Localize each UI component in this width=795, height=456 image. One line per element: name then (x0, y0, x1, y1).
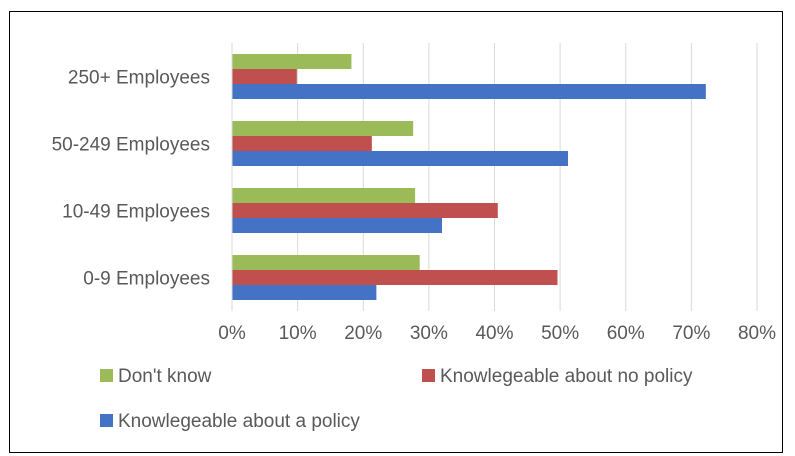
x-tick-label: 0% (218, 323, 246, 344)
category-label: 250+ Employees (68, 68, 210, 89)
category-label: 10-49 Employees (62, 202, 210, 223)
bar (232, 69, 297, 84)
bar (232, 203, 498, 218)
bar (232, 218, 442, 233)
bar (232, 270, 558, 285)
x-tick-label: 30% (410, 323, 448, 344)
legend-swatch (100, 369, 113, 382)
category-label: 0-9 Employees (83, 269, 210, 290)
legend-swatch (100, 414, 113, 427)
bar (232, 151, 568, 166)
legend-label: Knowlegeable about a policy (118, 411, 360, 432)
category-label: 50-249 Employees (52, 135, 210, 156)
legend-label: Don't know (118, 366, 212, 387)
x-tick-label: 50% (541, 323, 579, 344)
x-tick-label: 70% (672, 323, 710, 344)
bar (232, 54, 352, 69)
x-tick-label: 60% (607, 323, 645, 344)
x-tick-label: 40% (475, 323, 513, 344)
bar (232, 285, 377, 300)
bar (232, 121, 414, 136)
bar (232, 188, 416, 203)
x-tick-label: 80% (738, 323, 776, 344)
legend-label: Knowlegeable about no policy (440, 366, 693, 387)
x-tick-label: 20% (344, 323, 382, 344)
bar (232, 84, 706, 99)
bar (232, 136, 372, 151)
bar (232, 255, 420, 270)
legend-swatch (422, 369, 435, 382)
x-tick-label: 10% (279, 323, 317, 344)
